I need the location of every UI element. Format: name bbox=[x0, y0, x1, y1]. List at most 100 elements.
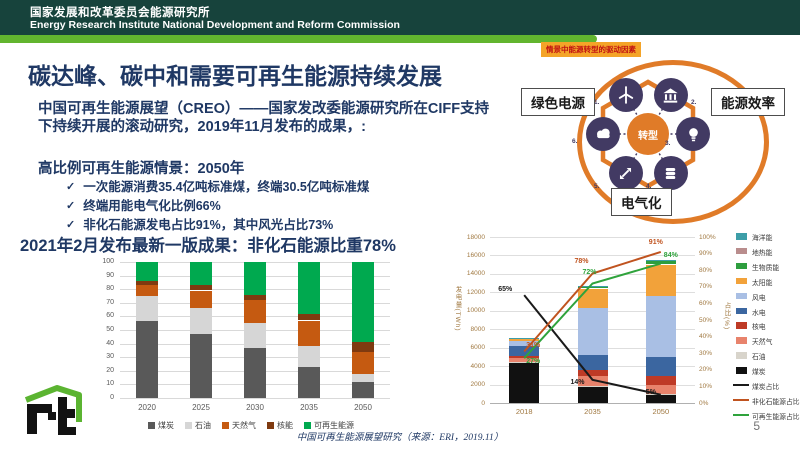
y-tick-label-right: 20% bbox=[699, 366, 713, 374]
bar-segment-水电 bbox=[577, 355, 608, 370]
legend-label: 石油 bbox=[195, 421, 211, 430]
legend-item: 可再生能源 bbox=[304, 420, 354, 431]
check-icon: ✓ bbox=[66, 181, 76, 193]
legend-swatch bbox=[222, 422, 229, 429]
gridline bbox=[120, 398, 390, 399]
eri-logo bbox=[24, 385, 82, 435]
y-tick-label: 70 bbox=[106, 298, 114, 306]
legend-label: 可再生能源占比 bbox=[752, 413, 800, 421]
source-citation: 中国可再生能源展望研究（来源：ERI，2019.11） bbox=[296, 433, 504, 443]
line-data-label: 14% bbox=[570, 378, 585, 386]
y-tick-label: 10 bbox=[106, 380, 114, 388]
bar-segment-石油 bbox=[136, 296, 158, 321]
y-tick-label: 30 bbox=[106, 353, 114, 361]
bar-segment-风电 bbox=[577, 307, 608, 355]
intro-paragraph: 中国可再生能源展望（CREO）——国家发改委能源研究所在CIFF支持下持续开展的… bbox=[38, 101, 490, 135]
y-tick-label: 40 bbox=[106, 339, 114, 347]
legend-label: 煤炭 bbox=[752, 369, 766, 377]
chart-legend: 煤炭 石油 天然气 核能 可再生能源 bbox=[95, 420, 407, 431]
diagram-tag: 情景中能源转型的驱动因素 bbox=[541, 42, 641, 57]
bullet-item: ✓ 终端用能电气化比例66% bbox=[66, 197, 486, 216]
line-data-label: 91% bbox=[648, 238, 663, 246]
x-tick-label: 2025 bbox=[192, 403, 210, 412]
x-tick-label: 2030 bbox=[246, 403, 264, 412]
legend-swatch bbox=[736, 262, 747, 270]
y-tick-label-left: 18000 bbox=[466, 233, 485, 241]
bar-segment-煤炭 bbox=[244, 347, 266, 398]
x-tick-label: 2050 bbox=[652, 407, 670, 416]
y-tick-label-left: 12000 bbox=[466, 288, 485, 296]
bar-segment-石油 bbox=[244, 323, 266, 348]
y-tick-label-right: 0% bbox=[699, 399, 709, 407]
bar-segment-天然气 bbox=[645, 384, 676, 394]
page-number: 5 bbox=[753, 419, 760, 433]
label-green-power: 绿色电源 bbox=[521, 88, 595, 116]
legend-label: 非化石能源占比 bbox=[752, 398, 800, 406]
y-tick-label: 60 bbox=[106, 312, 114, 320]
bar-segment-核电 bbox=[577, 369, 608, 376]
bar-segment-风电 bbox=[645, 295, 676, 357]
y-tick-label-right: 10% bbox=[699, 382, 713, 390]
legend-swatch bbox=[736, 352, 747, 359]
bar-segment-煤炭 bbox=[645, 394, 676, 403]
bar-segment-石油 bbox=[352, 373, 374, 382]
bar-segment-太阳能 bbox=[509, 339, 540, 342]
bar-segment-煤炭 bbox=[136, 320, 158, 398]
primary-energy-mix-chart: 0 10 20 30 40 50 60 70 80 90 100 2020 2025 2030 2035 20… bbox=[95, 256, 407, 430]
y-tick-label: 0 bbox=[110, 394, 114, 401]
line-data-label: 72% bbox=[582, 268, 597, 276]
y-tick-label-left: 14000 bbox=[466, 270, 485, 278]
bar-segment-风电 bbox=[509, 341, 540, 346]
bar-segment-天然气 bbox=[352, 351, 374, 374]
label-electrification: 电气化 bbox=[611, 188, 672, 216]
bar-segment-石油 bbox=[190, 308, 212, 334]
legend-label: 核能 bbox=[277, 421, 293, 430]
line-可再生能源占比 bbox=[523, 262, 662, 359]
bar-segment-生物质能 bbox=[645, 260, 676, 265]
x-tick-label: 2020 bbox=[138, 403, 156, 412]
y-tick-label-left: 2000 bbox=[470, 381, 485, 389]
header-banner: 国家发展和改革委员会能源研究所 Energy Research Institut… bbox=[0, 0, 800, 35]
bar-segment-煤炭 bbox=[298, 366, 320, 398]
icon-number: 1. bbox=[594, 99, 600, 106]
bar-segment-煤炭 bbox=[352, 381, 374, 398]
bar-segment-可再生能源 bbox=[298, 262, 320, 314]
bar-segment-核能 bbox=[244, 294, 266, 300]
y-tick-label-right: 70% bbox=[699, 283, 713, 291]
y-tick-label-left: 16000 bbox=[466, 251, 485, 259]
legend-swatch bbox=[736, 247, 747, 255]
legend-swatch bbox=[736, 233, 747, 240]
bar-segment-水电 bbox=[645, 356, 676, 377]
legend-label: 天然气 bbox=[752, 339, 773, 347]
line-非化石能源占比 bbox=[523, 250, 662, 353]
legend-swatch bbox=[185, 422, 192, 429]
share-lines bbox=[523, 250, 662, 396]
bar-segment-天然气 bbox=[509, 358, 540, 363]
bullet-item: ✓ 一次能源消费35.4亿吨标准煤，终端30.5亿吨标准煤 bbox=[66, 178, 486, 197]
y-tick-label-right: 80% bbox=[699, 266, 713, 274]
bar-segment-太阳能 bbox=[645, 264, 676, 296]
coins-icon bbox=[653, 156, 688, 190]
bar-segment-天然气 bbox=[190, 290, 212, 309]
bar-segment-天然气 bbox=[244, 300, 266, 324]
bar-segment-生物质能 bbox=[577, 286, 608, 289]
y-tick-label: 90 bbox=[106, 271, 114, 279]
bar-segment-地热能 bbox=[645, 259, 676, 261]
bar-segment-太阳能 bbox=[577, 288, 608, 308]
transfer-arrows-icon bbox=[608, 156, 643, 190]
legend-item: 煤炭 bbox=[148, 420, 174, 431]
power-generation-chart: 0 2000 4000 6000 8000 10000 12000 14000 16000 180… bbox=[454, 230, 800, 426]
label-energy-efficiency: 能源效率 bbox=[711, 88, 785, 116]
legend-swatch bbox=[304, 422, 311, 429]
bar-segment-煤炭 bbox=[577, 385, 608, 403]
legend-swatch bbox=[267, 422, 274, 429]
bullet-text: 终端用能电气化比例66% bbox=[83, 199, 221, 213]
icon-number: 6. bbox=[572, 138, 578, 145]
bar-segment-核能 bbox=[190, 285, 212, 291]
icon-number: 3. bbox=[665, 140, 671, 147]
government-building-icon bbox=[653, 78, 688, 112]
legend-label: 煤炭占比 bbox=[752, 384, 780, 391]
legend-label: 海洋能 bbox=[752, 235, 773, 242]
y-tick-label-right: 90% bbox=[699, 250, 713, 258]
